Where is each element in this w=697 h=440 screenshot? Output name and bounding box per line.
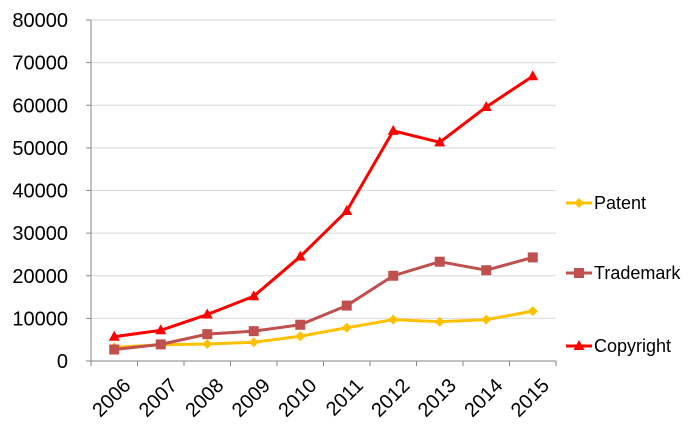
data-point-trademark xyxy=(434,256,445,267)
data-point-copyright xyxy=(387,124,399,135)
legend-label-copyright: Copyright xyxy=(594,336,671,356)
data-point-patent xyxy=(202,338,213,349)
data-point-trademark xyxy=(341,300,352,311)
data-point-copyright xyxy=(434,136,446,147)
data-point-copyright xyxy=(155,324,167,335)
data-point-copyright xyxy=(480,100,492,111)
data-point-patent xyxy=(481,314,492,325)
y-tick-label: 80000 xyxy=(12,10,68,32)
series-trademark xyxy=(109,252,538,355)
data-point-copyright xyxy=(527,70,539,81)
y-tick-label: 10000 xyxy=(12,308,68,330)
y-tick-label: 0 xyxy=(57,351,68,373)
y-tick-label: 40000 xyxy=(12,181,68,203)
data-point-patent xyxy=(341,322,352,333)
legend-marker-trademark xyxy=(574,268,584,278)
x-tick-label: 2011 xyxy=(322,375,368,421)
data-point-copyright xyxy=(108,330,120,341)
data-point-trademark xyxy=(248,326,259,337)
x-tick-labels: 2006 2007 2008 2009 2010 2011 2012 2013 2014 2015 xyxy=(88,375,554,422)
legend-item-trademark: Trademark xyxy=(566,263,681,283)
data-point-patent xyxy=(248,337,259,348)
legend-marker-copyright xyxy=(573,340,585,350)
y-tick-labels: 0 10000 20000 30000 40000 50000 60000 70000 8000… xyxy=(12,10,68,373)
data-point-trademark xyxy=(202,329,213,340)
data-point-copyright xyxy=(341,204,353,215)
data-point-copyright xyxy=(248,290,260,301)
data-point-trademark xyxy=(155,339,166,350)
x-tick-label: 2013 xyxy=(414,375,461,422)
data-point-patent xyxy=(295,331,306,342)
data-point-trademark xyxy=(388,270,399,281)
data-point-trademark xyxy=(109,344,120,355)
x-tick-label: 2009 xyxy=(228,375,275,422)
data-point-copyright xyxy=(294,250,306,261)
legend-item-copyright: Copyright xyxy=(566,336,671,356)
series-copyright xyxy=(108,70,539,341)
legend-label-trademark: Trademark xyxy=(594,263,681,283)
data-point-trademark xyxy=(481,265,492,276)
x-tick-label: 2012 xyxy=(367,375,414,422)
legend-item-patent: Patent xyxy=(566,193,646,213)
y-tick-label: 60000 xyxy=(12,95,68,117)
y-tick-label: 30000 xyxy=(12,223,68,245)
series-patent xyxy=(109,306,538,353)
x-tick-label: 2006 xyxy=(88,375,135,422)
data-point-patent xyxy=(388,314,399,325)
data-point-patent xyxy=(434,316,445,327)
series-line-trademark xyxy=(114,255,534,351)
series xyxy=(108,70,539,355)
legend: Patent Trademark Copyright xyxy=(566,193,681,356)
y-tick-label: 50000 xyxy=(12,138,68,160)
x-tick-label: 2015 xyxy=(507,375,554,422)
series-line-copyright xyxy=(114,75,534,339)
y-tick-label: 70000 xyxy=(12,53,68,75)
x-tick-label: 2008 xyxy=(181,375,228,422)
legend-label-patent: Patent xyxy=(594,193,646,213)
x-tick-label: 2010 xyxy=(274,375,321,422)
data-point-patent xyxy=(527,306,538,317)
x-tick-label: 2007 xyxy=(135,375,182,422)
series-line-patent xyxy=(114,309,534,349)
data-point-trademark xyxy=(295,319,306,330)
legend-marker-patent xyxy=(574,198,584,208)
data-point-trademark xyxy=(527,252,538,263)
y-tick-label: 20000 xyxy=(12,266,68,288)
axes xyxy=(86,19,557,366)
x-tick-label: 2014 xyxy=(460,375,507,422)
data-point-copyright xyxy=(201,308,213,319)
